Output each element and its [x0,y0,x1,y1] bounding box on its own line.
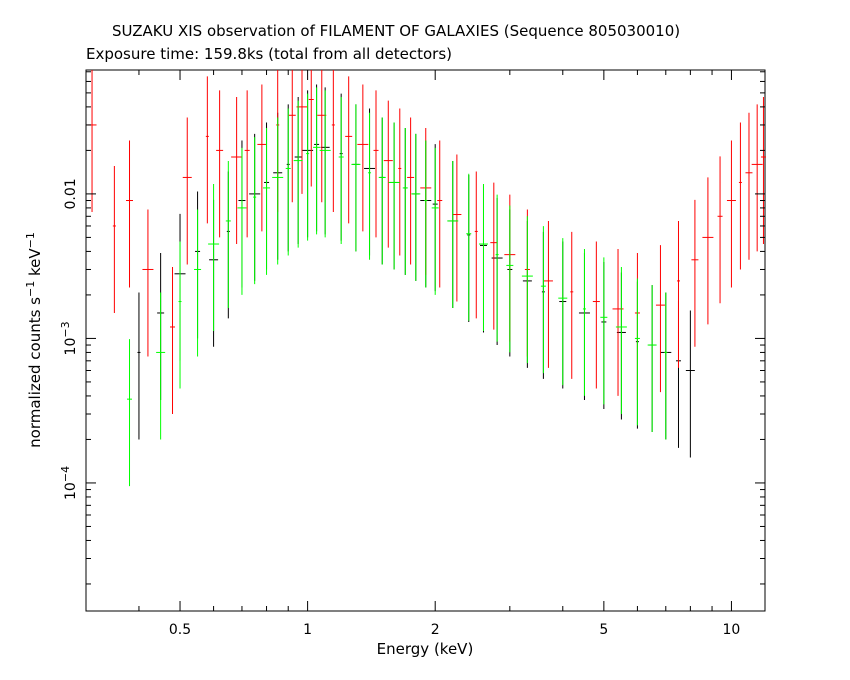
data-point [378,117,386,265]
data-point [634,278,640,426]
x-axis-ticks: 0.5 1 2 5 10 [85,70,741,638]
x-tick-label: 5 [599,622,608,638]
y-axis-title: normalized counts s−1 keV−1 [24,232,44,448]
data-point [398,108,402,256]
data-point [293,100,303,248]
data-point [615,267,627,414]
x-tick-label: 1 [303,622,312,638]
x-tick-label: 2 [431,622,440,638]
series-2 [127,87,668,487]
data-point [474,171,478,319]
data-point [691,199,699,347]
data-point [447,160,459,308]
data-point [540,226,546,374]
data-point [194,209,202,357]
data-point [142,209,154,357]
data-point [676,220,680,368]
data-point [490,182,498,330]
data-point [452,154,462,302]
data-point [137,292,141,440]
data-point [655,245,665,393]
data-point [543,220,553,368]
chart-subtitle: Exposure time: 159.8ks (total from all d… [86,45,453,63]
data-point [338,97,344,245]
data-point [726,140,736,288]
data-point [592,241,600,389]
x-tick-label: 0.5 [169,622,191,638]
y-tick-label: 0.01 [63,178,79,209]
data-point [582,248,586,396]
data-point [368,112,372,260]
data-point [331,70,335,212]
data-point [745,112,753,260]
data-point [313,87,321,235]
data-point [424,140,428,288]
data-point [600,257,608,405]
data-point [244,90,250,238]
data-point [738,122,742,270]
data-point [263,127,271,275]
data-point [216,90,224,238]
data-point [751,104,763,252]
data-point [570,231,574,379]
data-point [170,267,176,414]
data-point [437,140,443,288]
data-point [383,100,393,248]
data-point [182,117,192,265]
x-tick-label: 10 [723,622,741,638]
series-1 [87,70,766,414]
data-point [205,76,209,224]
data-point [664,292,668,440]
y-tick-label: 10−3 [59,321,79,355]
data-point [237,147,247,295]
y-axis-ticks: 0.01 10−3 10−4 [59,71,765,585]
data-point [702,177,714,325]
data-point [431,147,439,295]
data-point [357,84,369,232]
data-point [407,117,415,265]
data-point [225,160,231,308]
data-point [126,140,134,288]
x-axis-title: Energy (keV) [377,640,474,658]
data-point [178,241,182,389]
data-point [351,104,361,252]
data-point [156,292,166,440]
data-point [717,156,723,304]
data-point [208,184,220,332]
data-point [345,76,353,224]
data-point [685,310,695,458]
data-point [495,194,499,342]
data-point [558,238,568,386]
data-point [373,90,379,238]
data-point [288,70,296,203]
data-point [411,133,421,281]
data-point [253,137,257,285]
data-point [231,97,243,245]
data-point [127,339,133,487]
data-point [402,127,408,275]
data-point [257,84,267,232]
data-point [478,184,488,332]
data-point [506,205,514,353]
data-layer [87,70,766,487]
data-point [272,117,284,265]
data-point [521,216,533,364]
plot-frame [85,69,766,612]
y-tick-label: 10−4 [59,466,79,500]
data-point [87,70,97,212]
data-point [285,108,291,256]
data-point [319,90,331,238]
chart-title: SUZAKU XIS observation of FILAMENT OF GA… [112,22,681,40]
data-point [112,165,116,313]
data-point [647,285,657,433]
data-point [306,93,310,241]
data-point [760,97,766,245]
data-point [308,70,314,187]
data-point [466,173,472,321]
data-point [388,122,400,270]
